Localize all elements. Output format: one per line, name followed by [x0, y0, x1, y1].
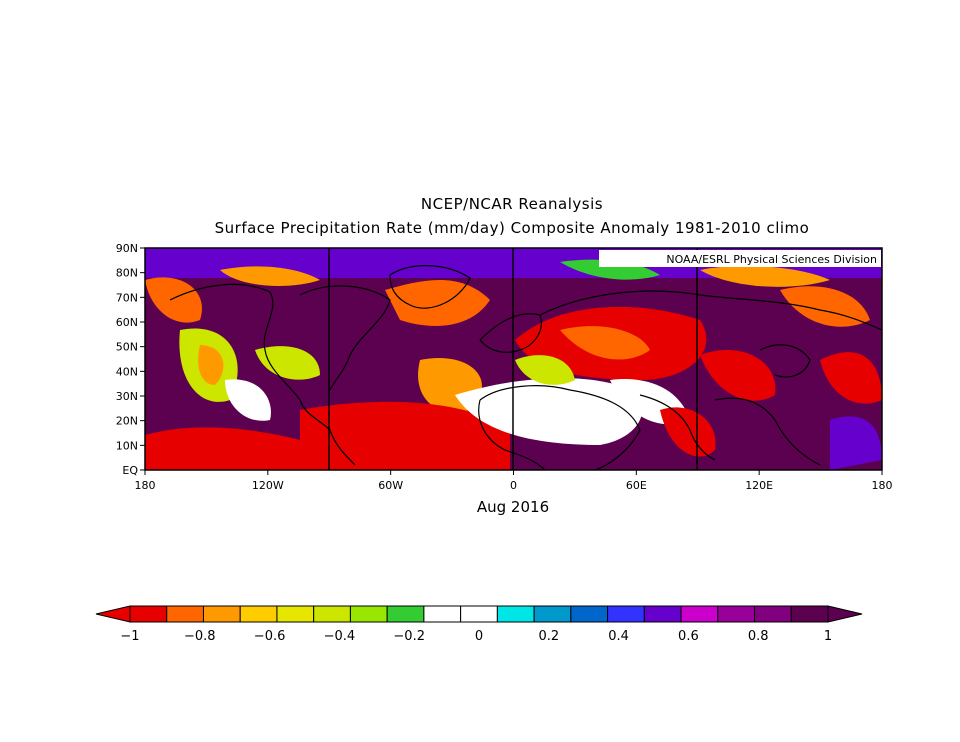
field-region — [198, 345, 224, 385]
field-region — [145, 277, 202, 323]
colorbar-swatch — [460, 605, 498, 623]
field-region — [700, 265, 830, 287]
colorbar-swatch — [239, 605, 278, 623]
lat-tick-label: 10N — [116, 439, 138, 452]
colorbar-label: −0.8 — [184, 629, 216, 644]
colorbar-label: −0.6 — [254, 629, 286, 644]
colorbar-swatch — [754, 605, 792, 623]
colorbar-label: 0 — [475, 629, 483, 644]
lat-tick-label: 30N — [116, 390, 138, 403]
colorbar-label: 0.8 — [748, 629, 769, 644]
coastlines — [169, 265, 882, 470]
lat-tick-label: 20N — [116, 415, 138, 428]
colorbar-swatch — [680, 605, 719, 623]
lon-tick-label: 180 — [135, 479, 156, 492]
colorbar-swatch — [717, 605, 756, 623]
colorbar-label: 1 — [824, 629, 832, 644]
lon-tick-label: 120W — [252, 479, 284, 492]
colorbar-swatch — [607, 605, 645, 623]
colorbar-swatch — [276, 605, 315, 623]
colorbar-label: 0.4 — [608, 629, 629, 644]
lon-tick-label: 0 — [510, 479, 517, 492]
colorbar-swatch — [386, 605, 425, 623]
period-label: Aug 2016 — [477, 498, 549, 516]
colorbar-label: −0.4 — [324, 629, 356, 644]
field-region — [515, 355, 575, 385]
colorbar-max-arrow — [827, 605, 863, 623]
colorbar — [95, 605, 863, 623]
colorbar-label: 0.2 — [538, 629, 559, 644]
colorbar-swatch — [423, 605, 462, 623]
field-region — [255, 346, 320, 380]
field-region — [700, 349, 776, 401]
colorbar-min-arrow — [95, 605, 131, 623]
latitude-axis: 90N 80N 70N 60N 50N 40N 30N 20N 10N EQ — [116, 242, 145, 477]
credit-text: NOAA/ESRL Physical Sciences Division — [666, 253, 877, 266]
field-region — [820, 352, 882, 404]
colorbar-swatch — [496, 605, 535, 623]
colorbar-label: −0.2 — [393, 629, 425, 644]
map-title: NCEP/NCAR Reanalysis — [420, 195, 604, 213]
field-region — [225, 379, 271, 421]
colorbar-swatch — [349, 605, 388, 623]
colorbar-swatch — [790, 605, 829, 623]
lat-tick-label: 40N — [116, 365, 138, 378]
colorbar-swatch — [533, 605, 572, 623]
lat-tick-label: 60N — [116, 316, 138, 329]
field-region — [385, 280, 490, 326]
lon-tick-label: 120E — [745, 479, 773, 492]
lon-tick-label: 60E — [626, 479, 647, 492]
colorbar-swatch — [570, 605, 609, 623]
colorbar-swatch — [129, 605, 168, 623]
field-region — [455, 378, 643, 445]
colorbar-swatch — [643, 605, 682, 623]
colorbar-label: 0.6 — [678, 629, 699, 644]
lat-tick-label: EQ — [122, 464, 138, 477]
lon-tick-label: 60W — [378, 479, 403, 492]
colorbar-swatch — [166, 605, 204, 623]
colorbar-labels: −1 −0.8 −0.6 −0.4 −0.2 0 0.2 0.4 0.6 0.8 1 — [120, 629, 832, 644]
field-region — [560, 259, 660, 280]
lat-tick-label: 90N — [116, 242, 138, 255]
lat-tick-label: 80N — [116, 267, 138, 280]
field-region — [300, 401, 510, 470]
field-region — [220, 266, 320, 286]
field-region — [560, 326, 650, 360]
field-region — [145, 427, 300, 470]
lat-tick-label: 50N — [116, 341, 138, 354]
longitude-axis: 180 120W 60W 0 60E 120E 180 — [135, 470, 893, 492]
map-subtitle: Surface Precipitation Rate (mm/day) Comp… — [214, 219, 810, 237]
field-region — [830, 416, 882, 470]
colorbar-label: −1 — [120, 629, 139, 644]
credit-box — [599, 250, 881, 267]
lat-tick-label: 70N — [116, 291, 138, 304]
field-region — [660, 407, 716, 457]
colorbar-swatch — [313, 605, 351, 623]
colorbar-swatch — [202, 605, 241, 623]
lon-tick-label: 180 — [872, 479, 893, 492]
